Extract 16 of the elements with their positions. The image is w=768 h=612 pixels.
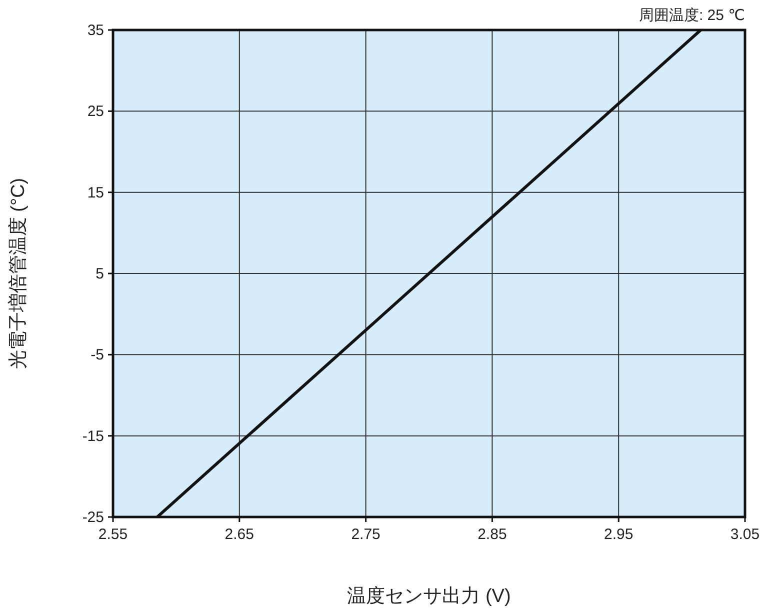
x-tick-label: 2.55 bbox=[98, 526, 128, 543]
y-tick-label: -15 bbox=[82, 428, 104, 445]
x-tick-label: 2.75 bbox=[351, 526, 380, 543]
x-tick-label: 2.85 bbox=[478, 526, 507, 543]
text: 周囲温度: 25 ℃ bbox=[638, 7, 745, 24]
y-tick-label: 35 bbox=[87, 22, 104, 39]
x-axis-title: 温度センサ出力 (V) bbox=[347, 585, 511, 607]
y-tick-label: -5 bbox=[90, 346, 104, 364]
y-tick-label: 15 bbox=[87, 184, 104, 202]
x-tick-label: 3.05 bbox=[730, 526, 760, 543]
x-tick-label: 2.95 bbox=[604, 526, 634, 543]
y-tick-label: 5 bbox=[96, 266, 104, 282]
x-tick-label: 2.65 bbox=[224, 526, 254, 543]
y-tick-label: -25 bbox=[82, 509, 104, 526]
y-axis-title: 光電子増倍管温度 (°C) bbox=[7, 178, 29, 370]
y-tick-label: 25 bbox=[87, 103, 104, 120]
